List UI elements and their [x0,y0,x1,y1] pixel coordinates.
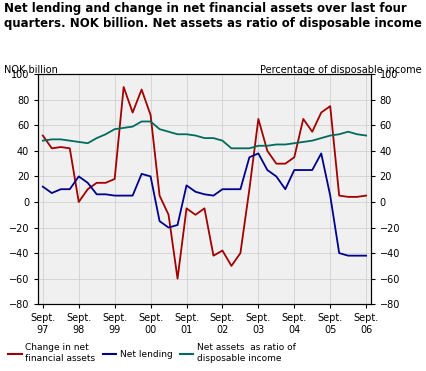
Text: NOK billion: NOK billion [4,65,58,75]
Text: quarters. NOK billion. Net assets as ratio of disposable income: quarters. NOK billion. Net assets as rat… [4,17,422,30]
Legend: Change in net
financial assets, Net lending, Net assets  as ratio of
disposable : Change in net financial assets, Net lend… [5,340,299,367]
Text: Percentage of disposable income: Percentage of disposable income [260,65,422,75]
Text: Net lending and change in net financial assets over last four: Net lending and change in net financial … [4,2,407,15]
